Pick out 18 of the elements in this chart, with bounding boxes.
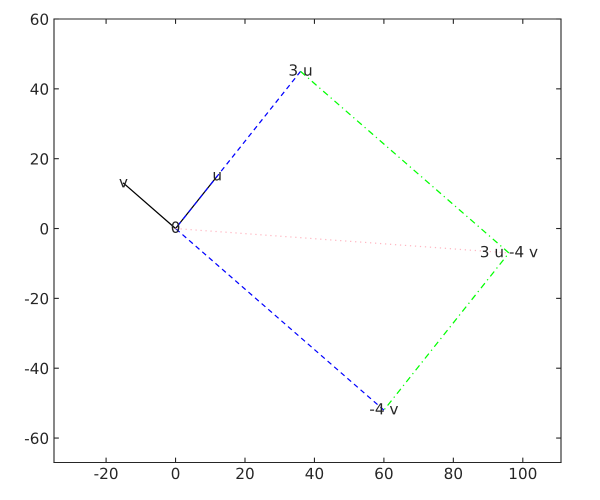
annotation: v	[119, 178, 128, 188]
y-tick-label: -40	[24, 362, 48, 374]
y-tick-label: -20	[24, 292, 48, 304]
y-tick-label: 20	[30, 153, 48, 165]
x-tick-label: 60	[375, 468, 393, 480]
annotation: -4 v	[370, 403, 398, 414]
annotation: 3 u -4 v	[480, 246, 538, 258]
x-tick-label: 80	[444, 468, 462, 480]
y-tick-label: 0	[40, 222, 48, 235]
annotation: 3 u	[290, 64, 312, 76]
y-tick-label: 60	[30, 13, 48, 26]
y-tick-label: -60	[24, 432, 48, 444]
x-tick-label: 40	[305, 468, 324, 480]
y-tick-label: 40	[30, 83, 48, 95]
x-tick-label: 100	[510, 468, 536, 480]
x-tick-label: 0	[172, 468, 180, 480]
x-tick-label: 20	[236, 468, 254, 480]
x-tick-label: -20	[94, 468, 118, 480]
